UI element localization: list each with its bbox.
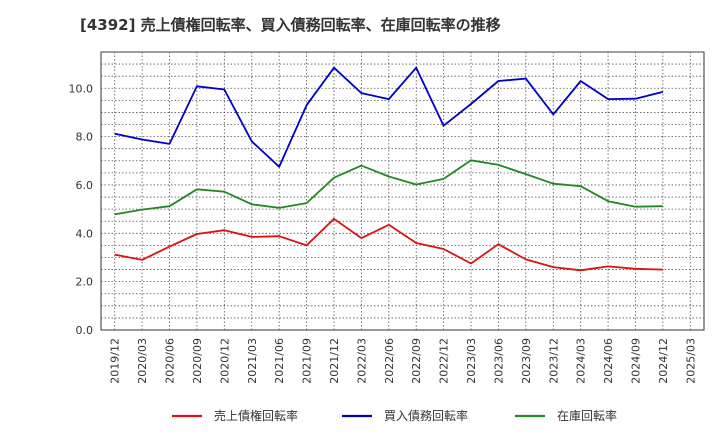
x-tick-label: 2022/03	[355, 338, 368, 384]
y-tick-label: 6.0	[76, 179, 94, 192]
x-tick-label: 2024/12	[657, 338, 670, 384]
x-tick-label: 2023/03	[465, 338, 478, 384]
x-tick-label: 2021/03	[246, 338, 259, 384]
x-tick-label: 2019/12	[109, 338, 122, 384]
legend-label-2: 買入債務回転率	[384, 408, 468, 423]
plot-area: 0.0 2.0 4.0 6.0 8.0 10.0 2019/12 2020/03 2020/06…	[69, 51, 705, 384]
legend-label-3: 在庫回転率	[557, 408, 617, 423]
x-tick-label: 2020/12	[218, 338, 231, 384]
x-tick-label: 2024/06	[602, 338, 615, 384]
x-tick-label: 2021/09	[301, 338, 314, 384]
x-tick-label: 2022/12	[438, 338, 451, 384]
y-tick-label: 4.0	[76, 227, 94, 240]
x-tick-label: 2021/12	[328, 338, 341, 384]
x-tick-label: 2023/09	[520, 338, 533, 384]
x-tick-label: 2023/12	[547, 338, 560, 384]
x-tick-label: 2025/03	[684, 338, 697, 384]
x-tick-label: 2024/09	[629, 338, 642, 384]
x-tick-label: 2024/03	[575, 338, 588, 384]
x-tick-label: 2020/06	[164, 338, 177, 384]
legend-label-1: 売上債権回転率	[214, 408, 298, 423]
y-tick-label: 8.0	[76, 131, 94, 144]
y-tick-label: 2.0	[76, 276, 94, 289]
series-line-1	[114, 217, 663, 272]
y-tick-label: 0.0	[76, 324, 94, 337]
y-tick-label: 10.0	[69, 82, 94, 95]
plot-frame	[100, 51, 705, 331]
series-line-3	[114, 159, 663, 216]
x-tick-label: 2023/06	[492, 338, 505, 384]
x-tick-label: 2020/03	[136, 338, 149, 384]
x-tick-label: 2020/09	[191, 338, 204, 384]
legend: 売上債権回転率 買入債務回転率 在庫回転率	[172, 408, 617, 423]
x-tick-label: 2021/06	[273, 338, 286, 384]
x-tick-label: 2022/06	[383, 338, 396, 384]
series-line-2	[114, 66, 664, 168]
chart-title: [4392] 売上債権回転率、買入債務回転率、在庫回転率の推移	[80, 16, 501, 34]
x-tick-label: 2022/09	[410, 338, 423, 384]
